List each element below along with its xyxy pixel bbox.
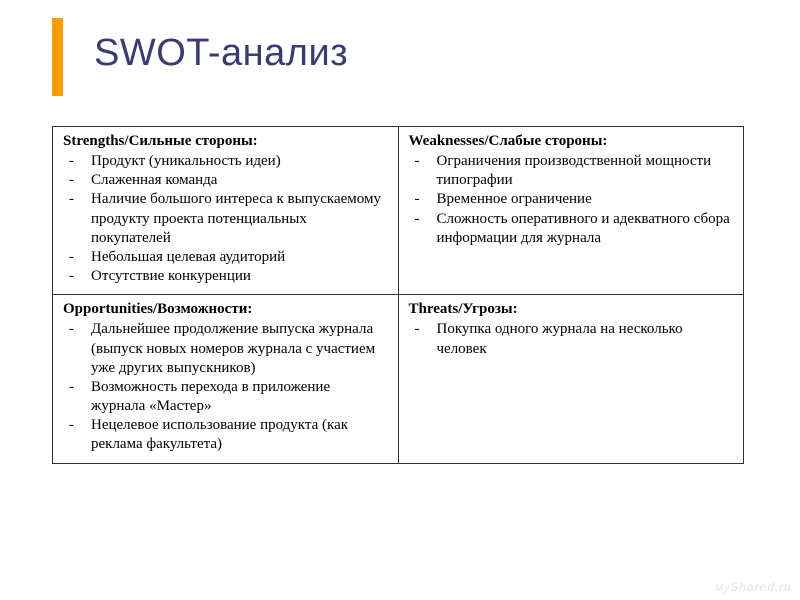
threats-list: Покупка одного журнала на несколько чело… <box>409 320 734 358</box>
list-item: Возможность перехода в приложение журнал… <box>63 378 388 416</box>
title-accent-bar <box>52 18 63 96</box>
threats-heading: Threats/Угрозы: <box>409 301 734 318</box>
strengths-list: Продукт (уникальность идеи) Слаженная ко… <box>63 152 388 286</box>
list-item: Наличие большого интереса к выпускаемому… <box>63 190 388 248</box>
strengths-heading: Strengths/Сильные стороны: <box>63 133 388 150</box>
list-item: Продукт (уникальность идеи) <box>63 152 388 171</box>
weaknesses-list: Ограничения производственной мощности ти… <box>409 152 734 248</box>
weaknesses-cell: Weaknesses/Слабые стороны: Ограничения п… <box>398 127 744 295</box>
list-item: Дальнейшее продолжение выпуска журнала (… <box>63 320 388 378</box>
list-item: Покупка одного журнала на несколько чело… <box>409 320 734 358</box>
list-item: Сложность оперативного и адекватного сбо… <box>409 210 734 248</box>
list-item: Отсутствие конкуренции <box>63 267 388 286</box>
opportunities-heading: Opportunities/Возможности: <box>63 301 388 318</box>
slide-title: SWOT-анализ <box>94 32 348 75</box>
list-item: Слаженная команда <box>63 171 388 190</box>
strengths-cell: Strengths/Сильные стороны: Продукт (уник… <box>53 127 399 295</box>
list-item: Небольшая целевая аудиторий <box>63 248 388 267</box>
watermark-suffix: Shared.ru <box>730 580 792 594</box>
list-item: Ограничения производственной мощности ти… <box>409 152 734 190</box>
opportunities-list: Дальнейшее продолжение выпуска журнала (… <box>63 320 388 454</box>
opportunities-cell: Opportunities/Возможности: Дальнейшее пр… <box>53 295 399 463</box>
list-item: Временное ограничение <box>409 190 734 209</box>
watermark-prefix: My <box>715 583 730 594</box>
swot-table: Strengths/Сильные стороны: Продукт (уник… <box>52 126 744 464</box>
list-item: Нецелевое использование продукта (как ре… <box>63 416 388 454</box>
watermark: MyShared.ru <box>715 580 792 594</box>
threats-cell: Threats/Угрозы: Покупка одного журнала н… <box>398 295 744 463</box>
weaknesses-heading: Weaknesses/Слабые стороны: <box>409 133 734 150</box>
